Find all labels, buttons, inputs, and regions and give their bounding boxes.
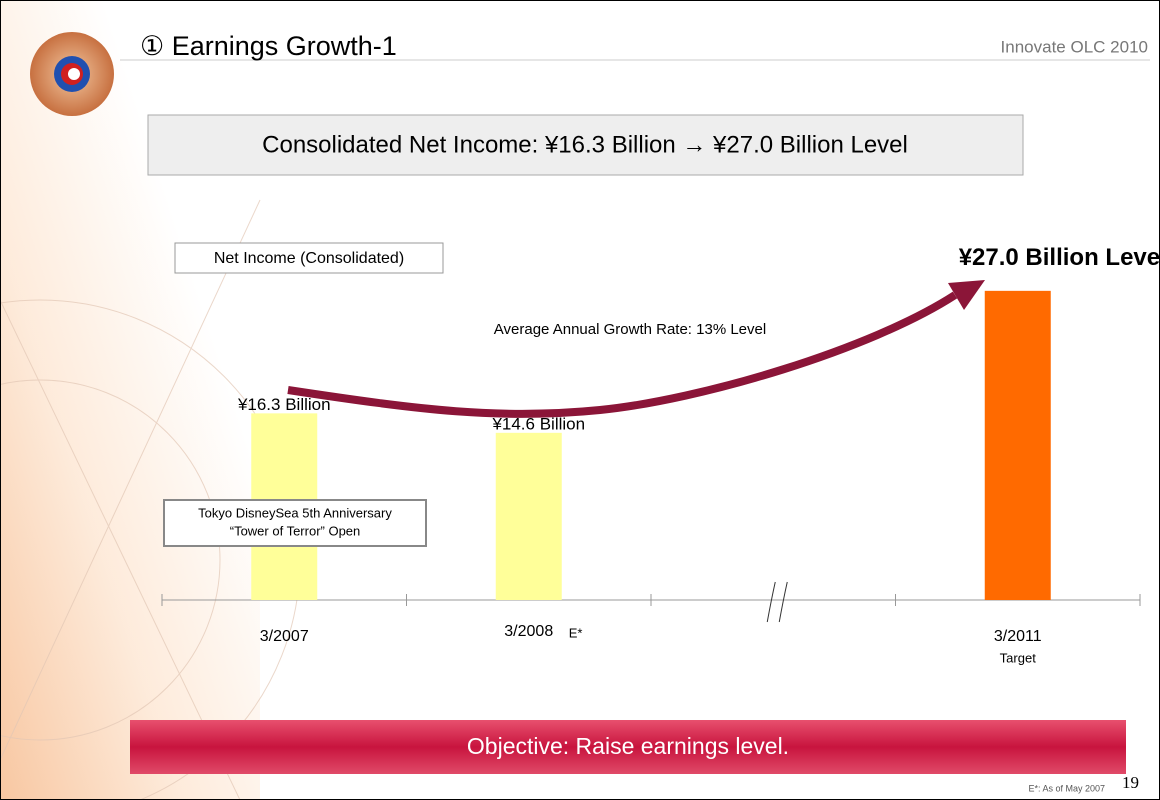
annotation: Average Annual Growth Rate: 13% Level <box>494 321 766 338</box>
brand: Innovate OLC 2010 <box>1001 37 1148 56</box>
category-note: Target <box>1000 650 1037 665</box>
value-label: ¥16.3 Billion <box>237 395 331 414</box>
footnote: E*: As of May 2007 <box>1028 783 1105 793</box>
value-label: ¥14.6 Billion <box>491 414 585 433</box>
objective-bar <box>130 720 1126 774</box>
page-number: 19 <box>1122 773 1139 792</box>
objective: Objective: Raise earnings level. <box>467 733 789 759</box>
axis-break <box>766 581 788 623</box>
chart-label-box <box>174 242 444 274</box>
x-tick-label: 3/2007 <box>260 628 309 645</box>
value-label: ¥27.0 Billion Level <box>959 244 1160 271</box>
category-note: E* <box>569 625 583 640</box>
chart: 3/2007 ¥16.3 Billion 3/2008 E* ¥14.6 Billion… <box>161 244 1160 665</box>
x-tick-label: 3/2008 <box>504 623 553 640</box>
callout-box <box>163 499 427 547</box>
x-tick-label: 3/2011 <box>994 628 1042 645</box>
bar <box>495 432 562 600</box>
arrow-head <box>948 280 985 310</box>
logo <box>30 32 114 116</box>
growth-arrow <box>287 291 958 418</box>
bar <box>984 290 1051 600</box>
chart-label: Net Income (Consolidated) <box>214 250 404 267</box>
headline-box <box>147 114 1024 176</box>
callout-line: Tokyo DisneySea 5th Anniversary <box>198 505 392 520</box>
headline: Consolidated Net Income: ¥16.3 Billion →… <box>262 131 908 158</box>
callout-line: “Tower of Terror” Open <box>230 523 361 538</box>
slide-title: ① Earnings Growth-1 <box>140 31 397 61</box>
